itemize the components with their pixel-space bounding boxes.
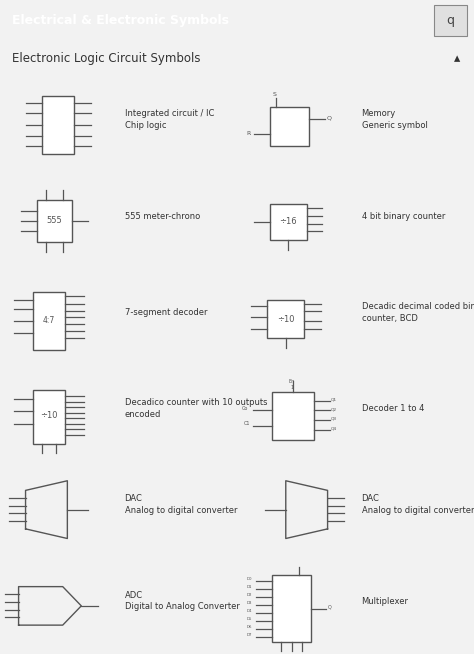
Text: Decoder 1 to 4: Decoder 1 to 4 <box>362 404 424 413</box>
Text: Q: Q <box>327 116 331 121</box>
Text: D6: D6 <box>246 625 252 629</box>
Text: D7: D7 <box>246 633 252 637</box>
Text: Integrated circuit / IC
Chip logic: Integrated circuit / IC Chip logic <box>125 109 214 130</box>
Text: S: S <box>273 92 277 97</box>
Text: Q2: Q2 <box>331 407 337 411</box>
Text: D4: D4 <box>246 610 252 613</box>
Text: ▴: ▴ <box>454 52 461 65</box>
Text: C1: C1 <box>244 421 250 426</box>
Bar <box>42 95 74 154</box>
Text: Decadico counter with 10 outputs
encoded: Decadico counter with 10 outputs encoded <box>125 398 267 419</box>
Text: 4:7: 4:7 <box>43 317 55 326</box>
Text: D2: D2 <box>246 593 252 597</box>
Text: Electronic Logic Circuit Symbols: Electronic Logic Circuit Symbols <box>12 52 201 65</box>
Bar <box>270 107 309 146</box>
Bar <box>37 199 72 242</box>
Text: D3: D3 <box>246 601 252 606</box>
Text: Memory
Generic symbol: Memory Generic symbol <box>362 109 428 130</box>
Text: 555 meter-chrono: 555 meter-chrono <box>125 212 200 220</box>
Bar <box>270 203 307 240</box>
Text: 7-segment decoder: 7-segment decoder <box>125 308 207 317</box>
Text: 4 bit binary counter: 4 bit binary counter <box>362 212 445 220</box>
Text: q: q <box>447 14 454 27</box>
Text: ADC
Digital to Analog Converter: ADC Digital to Analog Converter <box>125 591 239 611</box>
Text: D1: D1 <box>246 585 252 589</box>
Text: Q3: Q3 <box>331 417 337 421</box>
Text: ÷16: ÷16 <box>279 217 297 226</box>
Text: ÷10: ÷10 <box>277 315 294 324</box>
Text: Q4: Q4 <box>331 426 337 430</box>
Text: R: R <box>246 131 251 136</box>
Bar <box>33 292 65 350</box>
Text: Co: Co <box>242 405 248 411</box>
Text: Q1: Q1 <box>331 398 337 402</box>
Text: DAC
Analog to digital converter: DAC Analog to digital converter <box>125 494 237 515</box>
Text: D5: D5 <box>246 617 252 621</box>
Text: D0: D0 <box>246 577 252 581</box>
Text: Electrical & Electronic Symbols: Electrical & Electronic Symbols <box>12 14 229 27</box>
Text: Q: Q <box>328 604 331 610</box>
Text: ÷10: ÷10 <box>40 411 57 420</box>
Bar <box>272 392 314 440</box>
Text: DAC
Analog to digital converter: DAC Analog to digital converter <box>362 494 474 515</box>
Text: En: En <box>288 379 294 384</box>
Text: Multiplexer: Multiplexer <box>362 596 409 606</box>
Bar <box>267 300 304 338</box>
Bar <box>272 575 311 642</box>
Text: 555: 555 <box>47 216 63 226</box>
Text: Decadic decimal coded binary
counter, BCD: Decadic decimal coded binary counter, BC… <box>362 302 474 322</box>
Bar <box>33 390 65 444</box>
Text: 1: 1 <box>291 385 293 390</box>
FancyBboxPatch shape <box>434 5 467 36</box>
